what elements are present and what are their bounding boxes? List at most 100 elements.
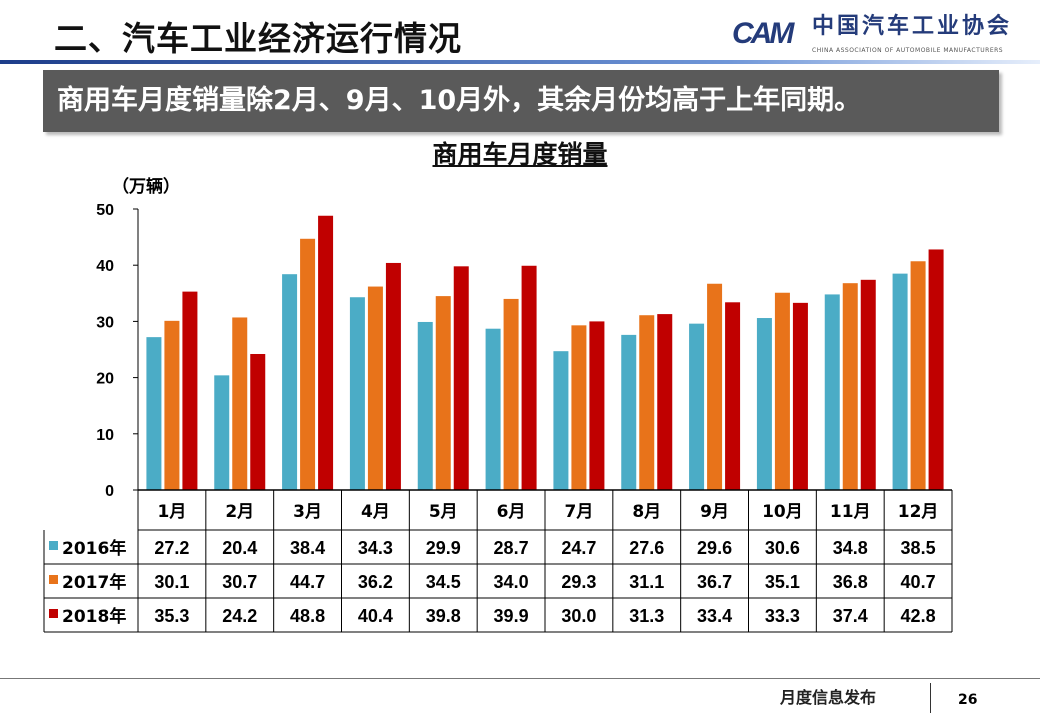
bar-2016年-8月	[621, 334, 637, 490]
footer-text: 月度信息发布	[780, 688, 877, 707]
x-tick-label: 7月	[564, 502, 593, 522]
y-axis-unit: （万辆）	[112, 177, 180, 197]
chart-title: 商用车月度销量	[432, 140, 608, 169]
x-tick-label: 12月	[898, 502, 939, 522]
data-label: 24.7	[561, 538, 596, 558]
data-label: 33.3	[765, 606, 800, 626]
bar-2017年-11月	[842, 283, 858, 490]
legend-label: 2018年	[62, 606, 126, 627]
x-tick-label: 5月	[429, 502, 458, 522]
data-label: 20.4	[222, 538, 257, 558]
bar-2018年-12月	[928, 249, 944, 490]
bar-2016年-1月	[146, 337, 162, 490]
data-label: 36.2	[358, 572, 393, 592]
data-label: 30.0	[561, 606, 596, 626]
data-label: 31.1	[629, 572, 664, 592]
bar-2016年-4月	[349, 297, 365, 490]
logo-mark: CAM	[732, 17, 794, 50]
data-label: 42.8	[901, 606, 936, 626]
bar-2018年-6月	[521, 265, 537, 490]
legend-swatch-2016年	[49, 541, 58, 550]
bar-2016年-3月	[282, 274, 298, 490]
data-label: 40.7	[901, 572, 936, 592]
data-label: 39.8	[426, 606, 461, 626]
x-tick-label: 3月	[293, 502, 322, 522]
logo-en-text: CHINA ASSOCIATION OF AUTOMOBILE MANUFACT…	[812, 47, 1004, 54]
y-tick-label: 30	[96, 314, 114, 331]
footer-divider	[0, 678, 1040, 679]
y-tick-label: 0	[105, 483, 114, 500]
bar-2016年-7月	[553, 351, 569, 490]
bar-2016年-9月	[689, 323, 705, 490]
x-tick-label: 1月	[157, 502, 186, 522]
bar-2017年-10月	[774, 292, 790, 490]
data-label: 38.4	[290, 538, 325, 558]
y-tick-label: 20	[96, 371, 114, 388]
bar-2018年-1月	[182, 291, 198, 490]
bar-2018年-8月	[657, 314, 673, 490]
data-label: 38.5	[901, 538, 936, 558]
data-label: 27.6	[629, 538, 664, 558]
caam-logo: CAM 中国汽车工业协会 CHINA ASSOCIATION OF AUTOMO…	[732, 12, 1022, 58]
data-label: 29.6	[697, 538, 732, 558]
bar-2018年-7月	[589, 321, 605, 490]
data-label: 29.3	[561, 572, 596, 592]
bar-2018年-4月	[385, 262, 401, 490]
data-label: 36.7	[697, 572, 732, 592]
data-label: 35.1	[765, 572, 800, 592]
data-label: 30.6	[765, 538, 800, 558]
bar-2016年-11月	[824, 294, 840, 490]
bar-2017年-1月	[164, 320, 180, 490]
data-label: 34.3	[358, 538, 393, 558]
x-tick-label: 2月	[225, 502, 254, 522]
data-label: 34.5	[426, 572, 461, 592]
bar-2017年-4月	[367, 286, 383, 490]
footer-separator	[930, 683, 931, 713]
legend-swatch-2017年	[49, 575, 58, 584]
bar-2018年-5月	[453, 266, 469, 490]
y-tick-label: 10	[96, 427, 114, 444]
data-label: 34.0	[494, 572, 529, 592]
bar-2016年-2月	[214, 375, 230, 490]
x-tick-label: 6月	[497, 502, 526, 522]
data-label: 27.2	[154, 538, 189, 558]
data-label: 30.7	[222, 572, 257, 592]
bar-2016年-6月	[485, 328, 501, 490]
legend-label: 2017年	[62, 572, 126, 593]
bar-2017年-12月	[910, 261, 926, 490]
bar-2017年-7月	[571, 325, 587, 490]
data-label: 30.1	[154, 572, 189, 592]
page-title: 二、汽车工业经济运行情况	[54, 19, 462, 58]
y-tick-label: 40	[96, 258, 114, 275]
x-tick-label: 4月	[361, 502, 390, 522]
bar-2018年-3月	[318, 215, 334, 490]
summary-text: 商用车月度销量除2月、9月、10月外，其余月份均高于上年同期。	[57, 85, 862, 116]
bar-2017年-8月	[639, 315, 655, 490]
data-label: 24.2	[222, 606, 257, 626]
data-label: 31.3	[629, 606, 664, 626]
page-number: 26	[958, 692, 978, 708]
summary-banner: 商用车月度销量除2月、9月、10月外，其余月份均高于上年同期。	[43, 70, 999, 132]
y-tick-label: 50	[96, 202, 114, 219]
x-tick-label: 11月	[830, 502, 871, 522]
data-label: 33.4	[697, 606, 732, 626]
data-label: 44.7	[290, 572, 325, 592]
bar-2016年-10月	[756, 318, 772, 490]
bar-2017年-5月	[435, 296, 451, 490]
bar-2018年-9月	[725, 302, 741, 490]
data-label: 29.9	[426, 538, 461, 558]
data-label: 35.3	[154, 606, 189, 626]
bar-2016年-5月	[417, 321, 433, 490]
data-label: 37.4	[833, 606, 868, 626]
data-label: 48.8	[290, 606, 325, 626]
data-label: 28.7	[494, 538, 529, 558]
data-label: 40.4	[358, 606, 393, 626]
header-divider	[0, 60, 1040, 64]
data-label: 34.8	[833, 538, 868, 558]
bar-2017年-2月	[232, 317, 248, 490]
data-label: 39.9	[494, 606, 529, 626]
data-label: 36.8	[833, 572, 868, 592]
bar-2018年-11月	[860, 279, 876, 490]
bar-2017年-6月	[503, 298, 519, 490]
